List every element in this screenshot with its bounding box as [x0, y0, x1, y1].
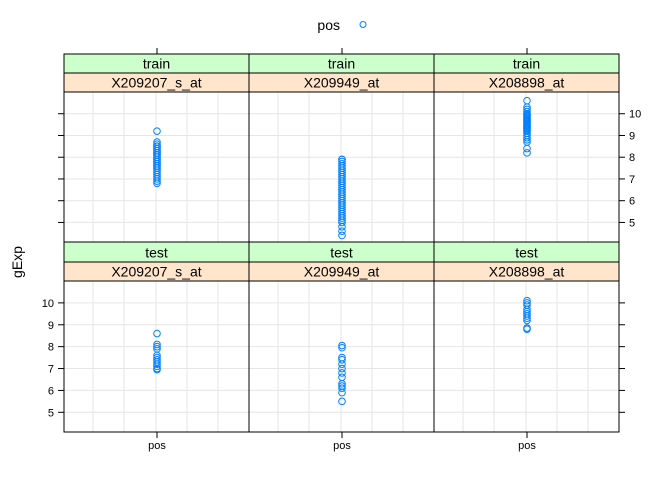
strip-group-label: test	[515, 245, 538, 261]
y-tick-label: 6	[48, 385, 54, 397]
data-point	[338, 222, 346, 231]
data-point	[338, 397, 346, 406]
data-point	[523, 133, 531, 142]
data-point	[338, 355, 346, 364]
panel-train-X208898_at: train X208898_at	[433, 53, 620, 243]
data-point	[153, 177, 161, 185]
data-point	[153, 342, 161, 351]
x-tick-label: pos	[148, 440, 166, 452]
panel-train-X209207_s_at: train X209207_s_at	[63, 53, 250, 243]
data-point	[523, 296, 531, 305]
data-point	[338, 369, 346, 377]
panel-grid	[249, 92, 434, 242]
y-tick-label: 6	[629, 196, 635, 208]
y-axis-label: gExp	[9, 246, 25, 278]
data-point	[523, 325, 531, 333]
x-tick-label: pos	[333, 440, 351, 452]
data-point	[338, 341, 346, 350]
axes: 5 6 7 8 9 10 5 6 7 8 9 10 pos pos pos	[42, 48, 641, 452]
panel-test-X209949_at: test X209949_at	[248, 241, 435, 433]
data-point	[338, 227, 346, 235]
panel-grid	[249, 281, 434, 432]
strip-probe-label: X209949_at	[304, 264, 380, 280]
panels: train X209207_s_at train X209949_at train X20…	[63, 53, 620, 433]
data-point	[338, 373, 346, 382]
data-point	[338, 388, 346, 397]
strip-group-label: train	[513, 56, 540, 72]
strip-probe-label: X209949_at	[304, 75, 380, 91]
data-point	[523, 136, 531, 144]
legend-label: pos	[317, 17, 340, 33]
y-tick-label: 5	[629, 217, 635, 229]
strip-probe-label: X208898_at	[489, 75, 565, 91]
y-tick-label: 8	[48, 342, 54, 354]
data-point	[338, 231, 346, 240]
data-point	[523, 144, 531, 153]
y-tick-label: 9	[48, 320, 54, 332]
data-point	[523, 316, 531, 325]
y-tick-label: 8	[629, 152, 635, 164]
y-tick-label: 9	[629, 130, 635, 142]
legend-marker	[359, 21, 367, 28]
data-point	[523, 149, 531, 157]
panel-test-X209207_s_at: test X209207_s_at	[63, 241, 250, 433]
y-tick-label: 10	[629, 109, 641, 121]
data-point	[153, 127, 161, 135]
data-point	[153, 329, 161, 338]
data-point	[338, 384, 346, 393]
strip-probe-label: X209207_s_at	[111, 75, 201, 91]
strip-group-label: test	[145, 245, 168, 261]
data-point	[338, 380, 346, 388]
data-point	[338, 218, 346, 227]
data-point	[523, 312, 531, 320]
data-point	[153, 362, 161, 371]
data-point	[153, 360, 161, 368]
strip-group-label: train	[328, 56, 355, 72]
data-point	[338, 364, 346, 373]
x-tick-label: pos	[518, 440, 536, 452]
panel-grid	[64, 92, 249, 242]
data-point	[153, 340, 161, 349]
strip-probe-label: X208898_at	[489, 264, 565, 280]
y-tick-label: 5	[48, 407, 54, 419]
data-point	[153, 179, 161, 188]
data-point	[153, 365, 161, 374]
y-tick-label: 10	[42, 298, 54, 310]
panel-train-X209949_at: train X209949_at	[248, 53, 435, 243]
data-point	[338, 343, 346, 352]
y-tick-label: 7	[629, 174, 635, 186]
data-point	[338, 214, 346, 222]
panel-test-X208898_at: test X208898_at	[433, 241, 620, 433]
strip-group-label: test	[330, 245, 353, 261]
legend: pos	[317, 17, 367, 33]
strip-group-label: train	[143, 56, 170, 72]
data-point	[153, 175, 161, 183]
data-point	[523, 314, 531, 323]
data-point	[338, 360, 346, 368]
y-tick-label: 7	[48, 364, 54, 376]
strip-probe-label: X209207_s_at	[111, 264, 201, 280]
data-point	[523, 96, 531, 105]
